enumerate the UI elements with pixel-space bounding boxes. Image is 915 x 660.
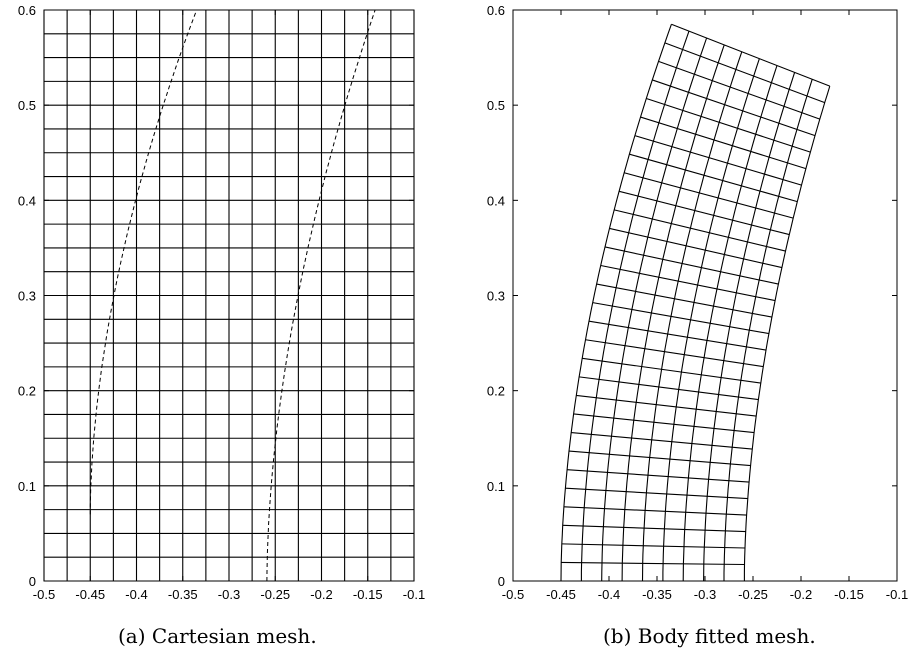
mesh-line-cross bbox=[561, 543, 746, 549]
mesh-line-cross bbox=[671, 23, 831, 87]
mesh-line-cross bbox=[600, 264, 776, 302]
x-tick-label: -0.4 bbox=[598, 587, 620, 602]
mesh-line-cross bbox=[579, 376, 759, 401]
y-tick-label: 0.4 bbox=[487, 193, 505, 208]
mesh-line-streamwise bbox=[601, 37, 708, 582]
y-tick-label: 0.6 bbox=[18, 3, 36, 18]
y-tick-label: 0.3 bbox=[18, 289, 36, 304]
body-boundary-dashed-1 bbox=[89, 9, 198, 515]
x-tick-label: -0.5 bbox=[502, 587, 524, 602]
mesh-line-cross bbox=[573, 413, 755, 434]
cartesian-grid bbox=[43, 9, 415, 582]
mesh-line-cross bbox=[568, 450, 751, 467]
body-fitted-mesh bbox=[560, 23, 831, 582]
plot-frame bbox=[43, 9, 415, 582]
x-tick-label: -0.3 bbox=[694, 587, 716, 602]
y-tick-label: 0.3 bbox=[487, 289, 505, 304]
x-tick-label: -0.35 bbox=[642, 587, 672, 602]
x-tick-label: -0.5 bbox=[33, 587, 55, 602]
y-tick-label: 0.2 bbox=[487, 384, 505, 399]
x-tick-label: -0.2 bbox=[790, 587, 812, 602]
x-tick-label: -0.3 bbox=[218, 587, 240, 602]
y-tick-label: 0.5 bbox=[18, 98, 36, 113]
mesh-line-cross bbox=[565, 487, 748, 500]
mesh-line-cross bbox=[588, 320, 767, 351]
mesh-line-cross bbox=[640, 116, 807, 170]
y-tick-label: 0.4 bbox=[18, 193, 36, 208]
mesh-line-cross bbox=[624, 172, 794, 219]
mesh-line-cross bbox=[596, 283, 773, 318]
mesh-line-cross bbox=[604, 246, 779, 285]
y-tick-label: 0 bbox=[498, 574, 505, 589]
x-tick-label: -0.4 bbox=[125, 587, 147, 602]
mesh-line-streamwise bbox=[560, 24, 672, 582]
x-tick-label: -0.1 bbox=[403, 587, 425, 602]
mesh-line-cross bbox=[629, 153, 798, 203]
x-tick-label: -0.25 bbox=[260, 587, 290, 602]
body-fitted-mesh-panel: -0.5 -0.45 -0.4 -0.35 -0.3 -0.25 -0.2 -0.15 -0.1… bbox=[487, 3, 908, 602]
plot-frame bbox=[512, 9, 898, 582]
mesh-line-cross bbox=[592, 302, 769, 335]
mesh-line-cross bbox=[567, 469, 750, 483]
mesh-line-cross bbox=[582, 357, 761, 384]
x-tick-label: -0.1 bbox=[886, 587, 908, 602]
mesh-line-cross bbox=[576, 394, 757, 417]
mesh-line-cross bbox=[562, 524, 746, 533]
mesh-line-cross bbox=[571, 431, 753, 450]
x-tick-label: -0.45 bbox=[75, 587, 105, 602]
x-tick-label: -0.25 bbox=[738, 587, 768, 602]
mesh-line-cross bbox=[561, 561, 745, 566]
mesh-line-cross bbox=[585, 339, 764, 368]
caption-body-fitted-mesh: (b) Body fitted mesh. bbox=[603, 624, 816, 648]
mesh-line-cross bbox=[634, 135, 802, 186]
mesh-line-cross bbox=[618, 190, 790, 236]
mesh-line-cross bbox=[658, 60, 821, 120]
x-tick-label: -0.45 bbox=[546, 587, 576, 602]
mesh-line-cross bbox=[646, 97, 811, 153]
x-tick-label: -0.15 bbox=[834, 587, 864, 602]
body-boundary-dashed-2 bbox=[266, 9, 376, 582]
y-tick-label: 0.1 bbox=[487, 479, 505, 494]
y-tick-label: 0.6 bbox=[487, 3, 505, 18]
mesh-line-streamwise bbox=[743, 85, 831, 581]
y-tick-label: 0.1 bbox=[18, 479, 36, 494]
caption-cartesian-mesh: (a) Cartesian mesh. bbox=[118, 624, 317, 648]
y-tick-label: 0 bbox=[29, 574, 36, 589]
mesh-line-cross bbox=[614, 209, 786, 252]
y-tick-label: 0.2 bbox=[18, 384, 36, 399]
mesh-line-cross bbox=[664, 42, 825, 104]
mesh-line-cross bbox=[652, 79, 816, 137]
mesh-line-cross bbox=[563, 506, 747, 516]
mesh-line-cross bbox=[609, 227, 783, 269]
x-tick-label: -0.35 bbox=[168, 587, 198, 602]
mesh-line-streamwise bbox=[703, 72, 796, 582]
x-tick-label: -0.2 bbox=[310, 587, 332, 602]
x-tick-label: -0.15 bbox=[353, 587, 383, 602]
cartesian-mesh-panel: -0.5 -0.45 -0.4 -0.35 -0.3 -0.25 -0.2 -0.15 -0.1… bbox=[18, 3, 425, 602]
y-tick-label: 0.5 bbox=[487, 98, 505, 113]
mesh-line-streamwise bbox=[621, 44, 725, 582]
mesh-line-streamwise bbox=[723, 79, 813, 581]
